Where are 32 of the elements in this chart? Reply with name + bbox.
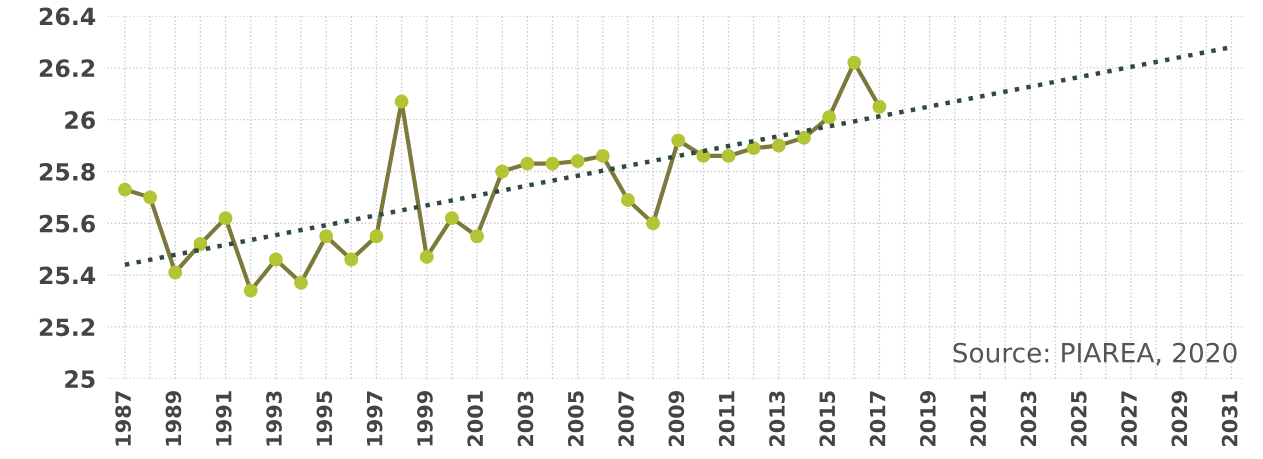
x-tick-label: 2023 bbox=[1020, 391, 1037, 447]
x-tick-label: 2027 bbox=[1121, 391, 1137, 447]
x-tick-label: 1995 bbox=[316, 391, 333, 446]
x-tick-label: 2029 bbox=[1171, 391, 1188, 447]
x-tick-label: 1997 bbox=[366, 391, 383, 446]
x-tick-label: 2003 bbox=[517, 391, 534, 447]
x-tick-label: 2017 bbox=[869, 391, 886, 447]
x-tick-label: 1989 bbox=[165, 391, 182, 446]
x-tick-label: 2025 bbox=[1070, 391, 1087, 447]
y-tick-label: 26.2 bbox=[39, 59, 95, 78]
x-tick-label: 2019 bbox=[919, 391, 936, 447]
x-tick-label: 1993 bbox=[266, 391, 282, 446]
y-tick-label: 25 bbox=[65, 370, 95, 388]
x-tick-label: 1999 bbox=[417, 391, 433, 446]
x-tick-label: 1987 bbox=[115, 391, 131, 446]
x-tick-label: 2015 bbox=[819, 391, 836, 447]
y-tick-label: 26.4 bbox=[39, 7, 96, 26]
x-tick-label: 2007 bbox=[618, 391, 634, 447]
x-tick-label: 1991 bbox=[215, 391, 232, 446]
y-tick-label: 25.2 bbox=[39, 318, 95, 337]
annotation: Source: PIAREA, 2020 bbox=[953, 342, 1237, 366]
y-tick-label: 26 bbox=[65, 111, 95, 129]
x-tick-label: 2001 bbox=[467, 391, 484, 447]
x-tick-label: 2031 bbox=[1221, 391, 1238, 447]
y-tick-label: 25.8 bbox=[39, 162, 95, 181]
y-tick-label: 25.4 bbox=[39, 266, 96, 285]
y-tick-label: 25.6 bbox=[39, 214, 95, 233]
x-tick-label: 2013 bbox=[769, 391, 785, 447]
x-tick-label: 2021 bbox=[970, 391, 987, 447]
x-tick-label: 2009 bbox=[668, 391, 685, 447]
x-tick-label: 2005 bbox=[567, 391, 584, 447]
x-tick-label: 2011 bbox=[718, 391, 735, 447]
